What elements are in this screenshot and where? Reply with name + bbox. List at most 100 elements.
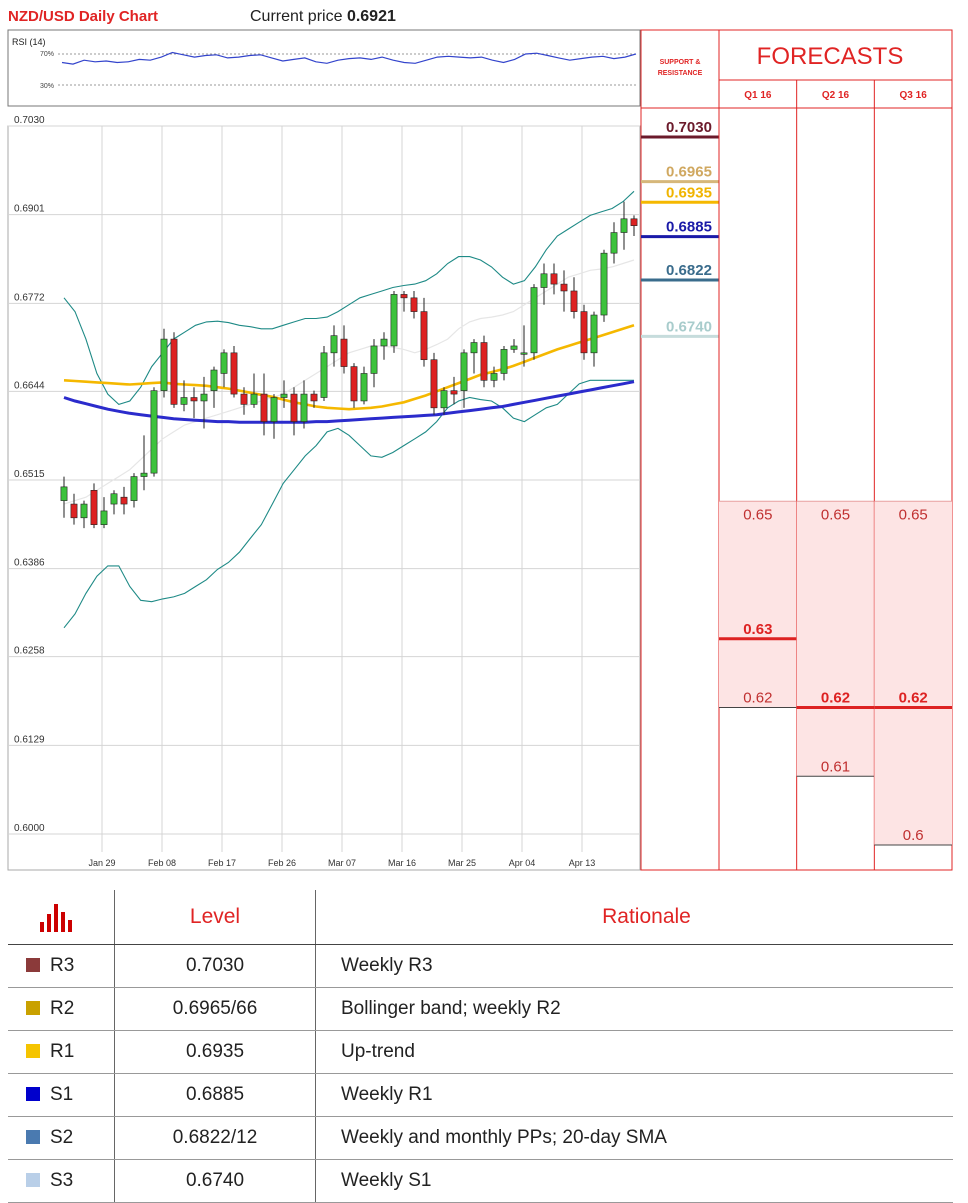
candle-body: [470, 342, 478, 354]
candle: [580, 304, 588, 360]
candle: [100, 497, 108, 529]
candle: [450, 376, 458, 405]
rsi-panel: RSI (14) 70% 30%: [7, 29, 641, 107]
candle: [310, 390, 318, 408]
candle: [80, 500, 88, 529]
candle-body: [630, 218, 638, 226]
candle: [290, 387, 298, 436]
candle: [500, 345, 508, 381]
x-tick-label: Jan 29: [88, 858, 115, 868]
price-plot: 0.7030 0.6901 0.6772 0.6644 0.6515 0.6386 0.62…: [7, 115, 641, 871]
sr-level-label: 0.6885: [666, 219, 712, 236]
candle: [560, 270, 568, 312]
candles: [60, 201, 638, 529]
forecast-col-label: Q1 16: [744, 90, 772, 101]
candle: [160, 328, 168, 398]
candle-body: [420, 311, 428, 361]
candle: [150, 387, 158, 477]
level-name: S2: [50, 1127, 74, 1148]
rsi-lower-label: 30%: [40, 83, 54, 90]
level-swatch: [26, 1087, 40, 1101]
levels-table: Level Rationale R3 0.7030 Weekly R3 R2 0.696…: [8, 890, 953, 1203]
forecast-range: [874, 501, 952, 845]
candle-body: [190, 397, 198, 402]
forecast-high-label: 0.65: [743, 506, 772, 523]
level-name-cell: S2: [8, 1116, 115, 1160]
candle-body: [560, 283, 568, 292]
table-row: R2 0.6965/66 Bollinger band; weekly R2: [8, 987, 953, 1031]
forecast-columns: Q1 16 0.65 0.62 0.63 Q2 16 0.65 0.61 0.62 Q3 16 0…: [719, 80, 952, 870]
candle-body: [350, 366, 358, 402]
candle: [590, 311, 598, 367]
candle-body: [490, 373, 498, 381]
chart-area: NZD/USD Daily Chart Current price 0.6921…: [7, 8, 953, 871]
forecast-range: [719, 501, 797, 708]
candle-body: [580, 311, 588, 354]
forecast-mean-label: 0.62: [899, 690, 928, 707]
candle-body: [220, 352, 228, 374]
candle: [600, 249, 608, 322]
forecast-high-label: 0.65: [821, 506, 850, 523]
candle-body: [530, 287, 538, 354]
candle-body: [370, 345, 378, 374]
candle: [380, 332, 388, 360]
candle-body: [60, 486, 68, 501]
candle: [330, 325, 338, 367]
candle-body: [380, 338, 388, 347]
candle-body: [300, 393, 308, 422]
candle: [610, 222, 618, 264]
sma50-line: [63, 324, 635, 411]
rsi-label: RSI (14): [12, 37, 46, 47]
forecast-range: [796, 501, 875, 777]
sr-level-label: 0.6965: [666, 164, 712, 181]
candle-body: [320, 352, 328, 398]
x-tick-label: Mar 25: [448, 858, 476, 868]
rationale-header: Rationale: [315, 890, 953, 945]
candle: [140, 435, 148, 491]
level-name-cell: R1: [8, 1030, 115, 1074]
table-row: S3 0.6740 Weekly S1: [8, 1159, 953, 1203]
forecast-low-label: 0.62: [743, 690, 772, 707]
candle-body: [120, 496, 128, 505]
rsi-frame: [7, 29, 641, 107]
candle: [620, 201, 628, 250]
y-tick-label: 0.6901: [14, 204, 45, 215]
x-tick-label: Mar 16: [388, 858, 416, 868]
sr-level-label: 0.6740: [666, 318, 712, 335]
candle: [170, 332, 178, 408]
forecast-low-label: 0.61: [821, 758, 850, 775]
candle: [210, 366, 218, 408]
candle-body: [550, 273, 558, 285]
level-rationale: Up-trend: [315, 1030, 953, 1074]
level-value: 0.6885: [114, 1073, 316, 1117]
forecasts-title: FORECASTS: [757, 43, 904, 70]
forecast-mean-label: 0.62: [821, 690, 850, 707]
candle: [490, 366, 498, 388]
level-name: R3: [50, 955, 75, 976]
candle-body: [150, 390, 158, 474]
x-tick-label: Feb 26: [268, 858, 296, 868]
candle: [550, 263, 558, 295]
forecast-col-label: Q2 16: [822, 90, 850, 101]
bollinger-lower-line: [63, 379, 634, 629]
candle-body: [400, 294, 408, 299]
candle-body: [70, 503, 78, 519]
x-tick-label: Feb 08: [148, 858, 176, 868]
level-value: 0.6935: [114, 1030, 316, 1074]
candle-body: [430, 359, 438, 409]
candle-body: [210, 369, 218, 391]
candle: [410, 290, 418, 319]
candle-body: [80, 503, 88, 519]
level-name: R1: [50, 1041, 75, 1062]
chart-title: NZD/USD Daily Chart: [8, 8, 158, 25]
level-name: R2: [50, 998, 75, 1019]
candle-body: [620, 218, 628, 233]
candle: [630, 215, 638, 236]
candle-body: [410, 297, 418, 312]
candle-body: [260, 393, 268, 422]
candle: [220, 349, 228, 388]
candle-body: [180, 397, 188, 405]
candle: [260, 373, 268, 436]
candle-body: [450, 390, 458, 395]
candle: [480, 335, 488, 388]
